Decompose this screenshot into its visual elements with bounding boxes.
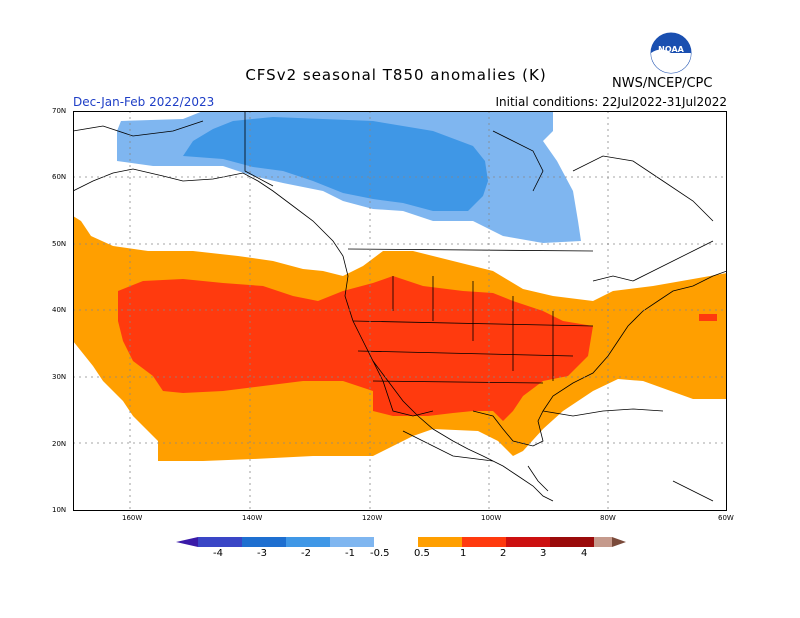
warm-anomaly-patch (699, 314, 717, 321)
lat-label: 30N (52, 373, 67, 381)
color-legend (176, 537, 626, 547)
noaa-logo: NOAA (650, 32, 692, 74)
graticule (73, 111, 727, 511)
legend-label: -3 (257, 548, 267, 559)
coastlines (73, 111, 727, 502)
map-title: CFSv2 seasonal T850 anomalies (K) (245, 66, 547, 84)
lon-label: 80W (600, 514, 616, 522)
lat-label: 60N (52, 173, 67, 181)
legend-label: 0.5 (414, 548, 430, 559)
lat-label: 70N (52, 107, 67, 115)
season-label: Dec-Jan-Feb 2022/2023 (73, 95, 215, 109)
map-frame (73, 111, 727, 511)
lon-label: 160W (122, 514, 143, 522)
legend-label: -1 (345, 548, 355, 559)
anomaly-map (73, 111, 727, 511)
lat-label: 40N (52, 306, 67, 314)
legend-label: 2 (500, 548, 507, 559)
warm-anomaly-moderate (118, 276, 593, 421)
lon-label: 120W (362, 514, 383, 522)
credit-label: NWS/NCEP/CPC (612, 76, 713, 91)
lat-label: 50N (52, 240, 67, 248)
lat-label: 10N (52, 506, 67, 514)
lon-label: 140W (242, 514, 263, 522)
lat-label: 20N (52, 440, 67, 448)
legend-label: -4 (213, 548, 223, 559)
legend-label: -2 (301, 548, 311, 559)
legend-label: 3 (540, 548, 547, 559)
initial-conditions: Initial conditions: 22Jul2022-31Jul2022 (495, 95, 727, 109)
lon-label: 100W (481, 514, 502, 522)
cold-anomaly-moderate (183, 117, 488, 211)
lon-label: 60W (718, 514, 734, 522)
legend-label: 1 (460, 548, 467, 559)
legend-label: -0.5 (370, 548, 390, 559)
legend-label: 4 (581, 548, 588, 559)
logo-text: NOAA (658, 45, 684, 54)
